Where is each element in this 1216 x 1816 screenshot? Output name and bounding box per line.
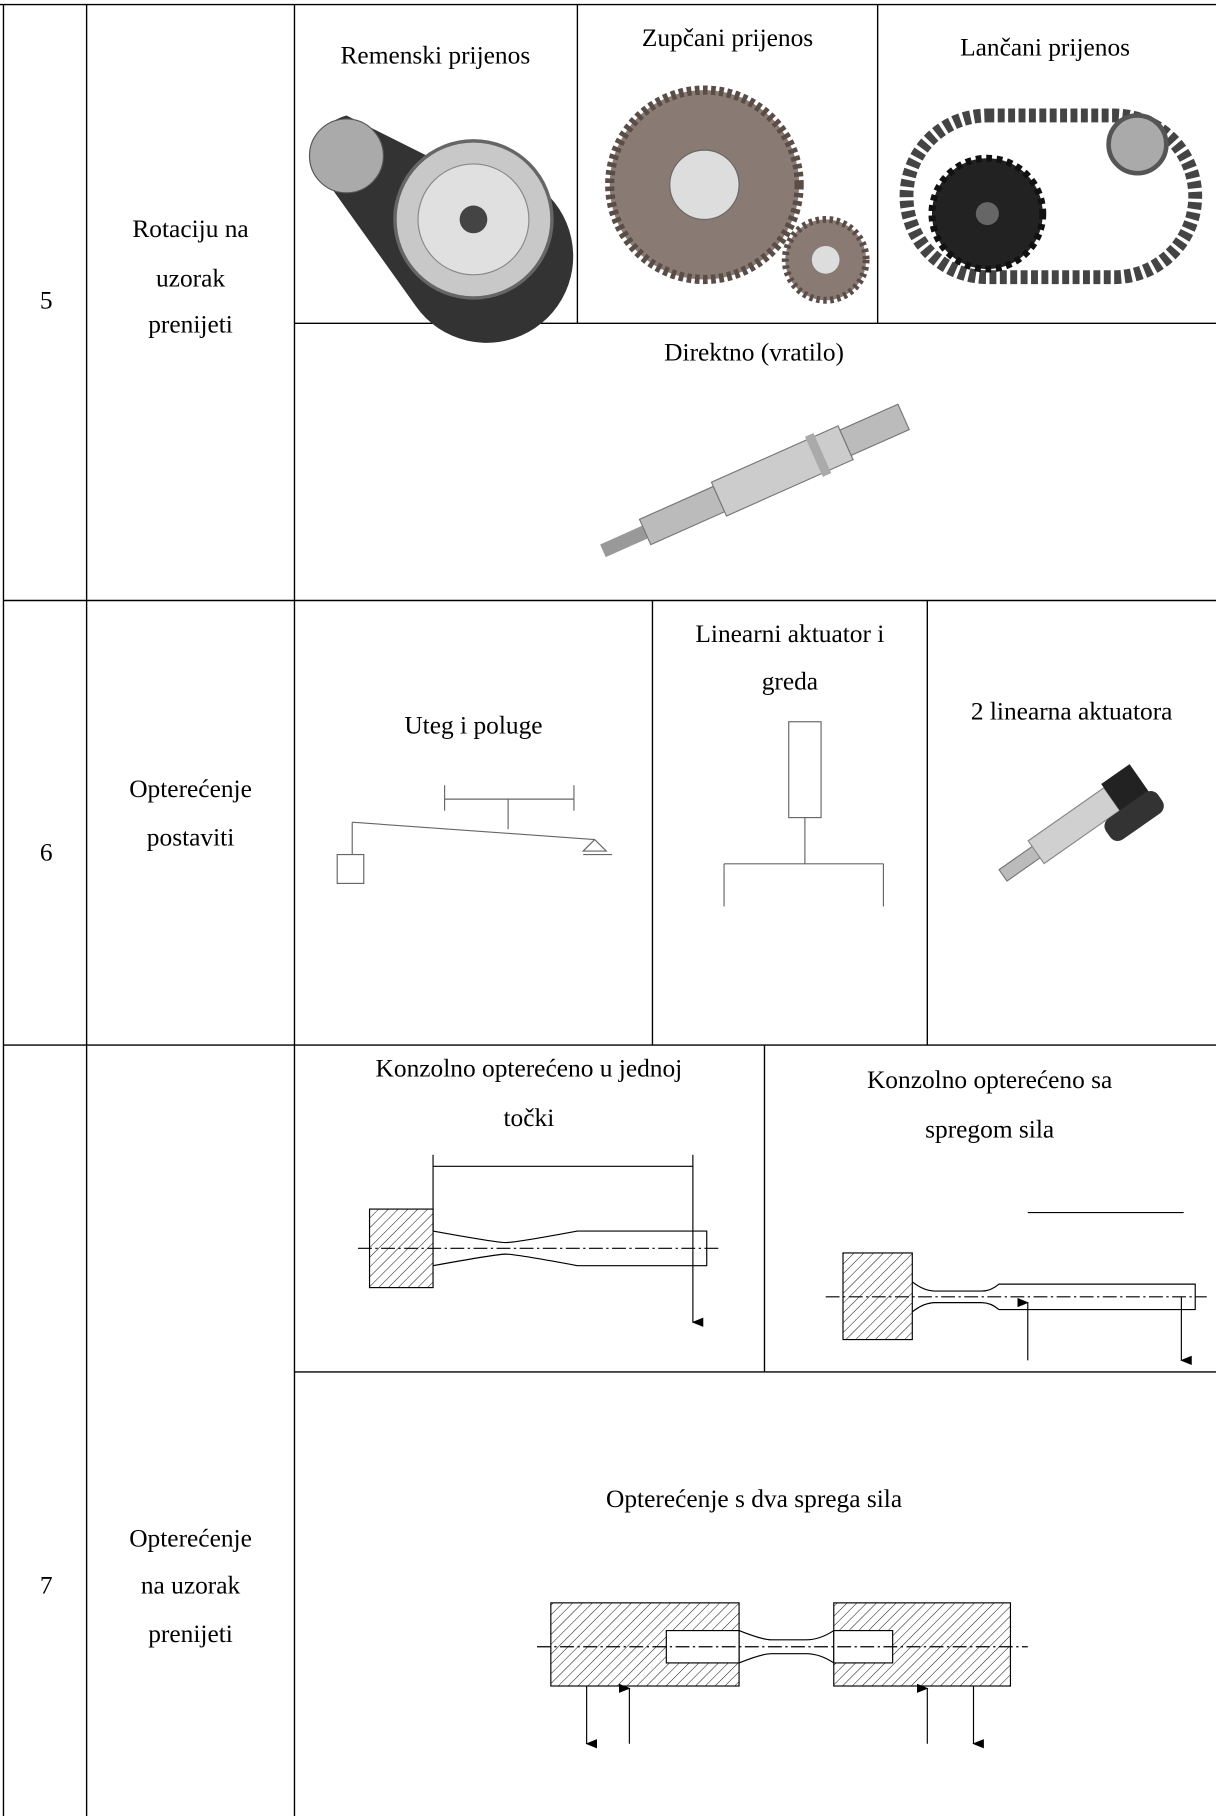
chain-image <box>899 108 1203 285</box>
option-label: 2 linearna aktuatora <box>971 697 1173 725</box>
linear-actuator-image <box>998 764 1164 882</box>
actuator-beam-sketch <box>723 721 884 907</box>
table-lines <box>0 3 1216 1816</box>
function-text: na uzorak <box>141 1572 241 1600</box>
lever-sketch <box>336 785 613 884</box>
option-label: Uteg i poluge <box>404 711 542 739</box>
cantilever-drawing <box>357 1154 722 1327</box>
table-content: 5 Rotaciju na uzorak prenijeti Remenski prij… <box>0 3 1216 1816</box>
option-label: Konzolno opterećeno u jednoj <box>376 1054 683 1082</box>
function-text: Opterećenje <box>129 1524 252 1552</box>
option-label: Opterećenje s dva sprega sila <box>606 1485 902 1513</box>
function-text: uzorak <box>156 264 225 292</box>
cantilever-couple-drawing <box>825 1211 1207 1365</box>
option-label: Lančani prijenos <box>960 33 1130 61</box>
option-label: Zupčani prijenos <box>642 24 813 52</box>
option-label: greda <box>762 667 818 695</box>
function-text: prenijeti <box>148 1620 233 1648</box>
function-text: prenijeti <box>148 311 233 339</box>
row-number: 7 <box>40 1572 53 1600</box>
option-label: točki <box>504 1104 555 1132</box>
option-label: spregom sila <box>925 1116 1054 1144</box>
function-text: Opterećenje <box>129 775 252 803</box>
function-text: Rotaciju na <box>132 215 248 243</box>
belt-drive-image <box>308 115 574 343</box>
option-label: Konzolno opterećeno sa <box>867 1066 1112 1094</box>
two-couples-drawing <box>536 1602 1028 1749</box>
row-number: 5 <box>40 286 53 314</box>
gear-image <box>605 85 870 304</box>
option-label: Linearni aktuator i <box>695 620 884 648</box>
function-text: postaviti <box>147 823 234 851</box>
option-label: Direktno (vratilo) <box>664 338 844 366</box>
option-label: Remenski prijenos <box>341 42 531 70</box>
row-number: 6 <box>40 838 53 866</box>
shaft-image <box>600 403 910 558</box>
